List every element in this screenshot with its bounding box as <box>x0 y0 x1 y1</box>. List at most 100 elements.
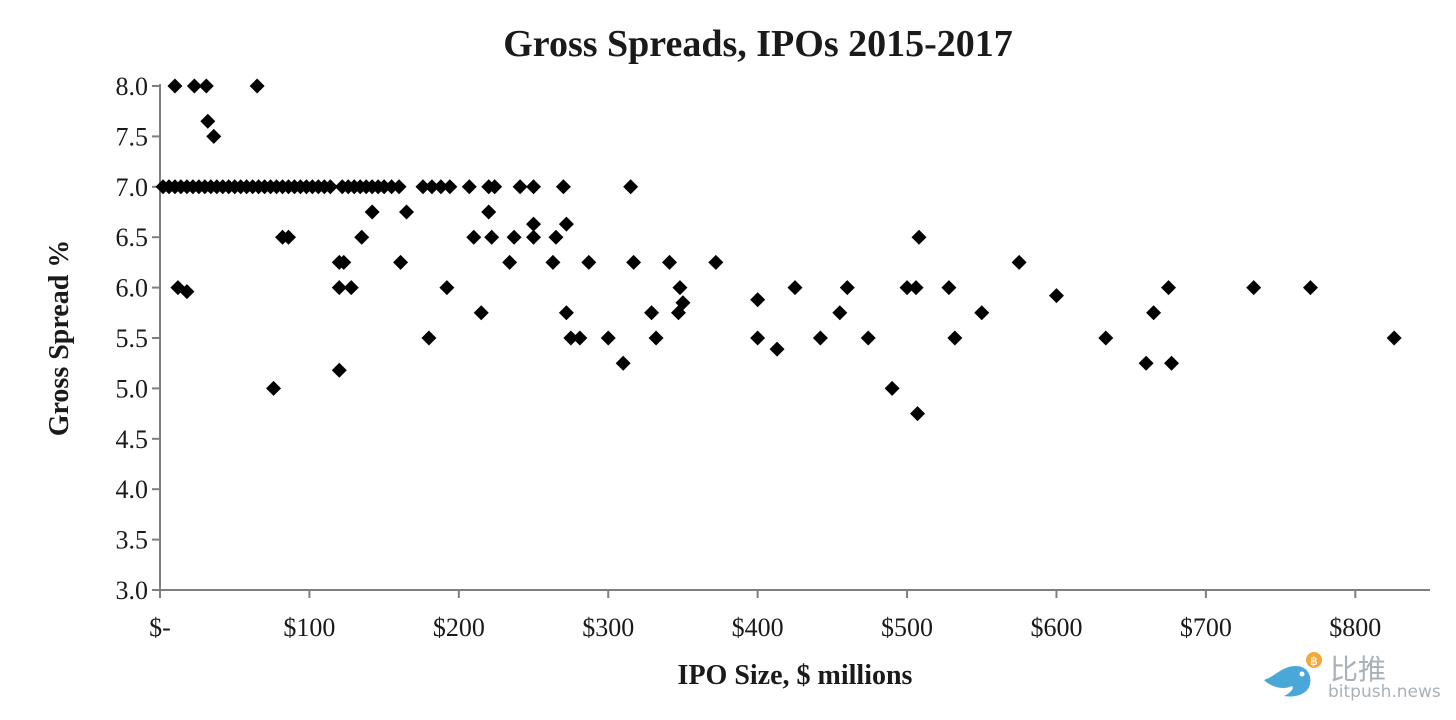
data-point <box>415 179 431 195</box>
data-point <box>812 330 828 346</box>
data-point <box>433 179 449 195</box>
data-point <box>322 179 338 195</box>
data-point <box>399 204 415 220</box>
chart-title: Gross Spreads, IPOs 2015-2017 <box>503 23 1013 65</box>
y-tick-label: 4.0 <box>116 475 149 504</box>
data-point <box>1161 280 1177 296</box>
data-point <box>750 292 766 308</box>
data-point <box>526 229 542 245</box>
data-point <box>393 254 409 270</box>
data-point <box>484 229 500 245</box>
data-point <box>563 330 579 346</box>
data-point <box>787 280 803 296</box>
data-point <box>1246 280 1262 296</box>
y-tick-label: 3.5 <box>116 526 149 555</box>
data-point <box>769 341 785 357</box>
watermark: ฿ 比推 bitpush.news <box>1262 646 1452 706</box>
data-point <box>439 280 455 296</box>
y-tick-label: 8.0 <box>116 72 149 101</box>
data-point <box>487 179 503 195</box>
x-ticks: $- $100 $200 $300 $400 $500 $600 $700 $800 <box>149 590 1381 642</box>
y-tick-label: 5.5 <box>116 324 149 353</box>
watermark-cn-text: 比推 <box>1330 653 1387 686</box>
data-point <box>558 305 574 321</box>
data-point <box>526 179 542 195</box>
y-tick-label: 7.0 <box>116 173 149 202</box>
y-ticks: 3.0 3.5 4.0 4.5 5.0 5.5 6.0 6.5 7.0 7.5 8.0 <box>116 72 160 605</box>
data-point <box>167 78 183 94</box>
data-point <box>198 78 214 94</box>
y-tick-label: 3.0 <box>116 576 149 605</box>
data-point <box>974 305 990 321</box>
x-tick-label: $800 <box>1329 613 1381 642</box>
data-point <box>1164 355 1180 371</box>
data-point <box>1011 254 1027 270</box>
bird-logo-icon: ฿ <box>1264 652 1322 697</box>
data-point <box>670 305 686 321</box>
data-point <box>839 280 855 296</box>
data-point <box>421 330 437 346</box>
data-point <box>461 179 477 195</box>
y-tick-label: 6.5 <box>116 223 149 252</box>
data-point <box>206 128 222 144</box>
data-point <box>391 179 407 195</box>
data-point <box>336 254 352 270</box>
data-point <box>910 406 926 422</box>
x-tick-label: $500 <box>881 613 933 642</box>
data-point <box>526 216 542 232</box>
data-point <box>249 78 265 94</box>
data-points <box>155 78 1402 422</box>
data-point <box>424 179 440 195</box>
data-point <box>558 216 574 232</box>
data-point <box>266 380 282 396</box>
data-point <box>572 330 588 346</box>
data-point <box>626 254 642 270</box>
data-point <box>832 305 848 321</box>
data-point <box>581 254 597 270</box>
data-point <box>899 280 915 296</box>
data-point <box>442 179 458 195</box>
data-point <box>884 380 900 396</box>
data-point <box>1146 305 1162 321</box>
data-point <box>947 330 963 346</box>
data-point <box>200 113 216 129</box>
data-point <box>364 204 380 220</box>
data-point <box>343 280 359 296</box>
data-point <box>1138 355 1154 371</box>
data-point <box>545 254 561 270</box>
data-point <box>708 254 724 270</box>
x-tick-label: $100 <box>283 613 335 642</box>
data-point <box>908 280 924 296</box>
svg-text:฿: ฿ <box>1310 654 1318 668</box>
x-tick-label: $200 <box>433 613 485 642</box>
y-tick-label: 6.0 <box>116 274 149 303</box>
y-tick-label: 5.0 <box>116 374 149 403</box>
data-point <box>280 229 296 245</box>
data-point <box>512 179 528 195</box>
data-point <box>1048 288 1064 304</box>
data-point <box>661 254 677 270</box>
data-point <box>555 179 571 195</box>
data-point <box>860 330 876 346</box>
data-point <box>354 229 370 245</box>
data-point <box>481 204 497 220</box>
y-tick-label: 7.5 <box>116 122 149 151</box>
data-point <box>911 229 927 245</box>
data-point <box>648 330 664 346</box>
data-point <box>1386 330 1402 346</box>
watermark-en-text: bitpush.news <box>1328 682 1441 702</box>
data-point <box>506 229 522 245</box>
data-point <box>1302 280 1318 296</box>
data-point <box>672 280 688 296</box>
data-point <box>186 78 202 94</box>
y-tick-label: 4.5 <box>116 425 149 454</box>
data-point <box>331 280 347 296</box>
x-axis-label: IPO Size, $ millions <box>677 660 913 691</box>
data-point <box>548 229 564 245</box>
data-point <box>623 179 639 195</box>
data-point <box>600 330 616 346</box>
x-tick-label: $400 <box>732 613 784 642</box>
data-point <box>1098 330 1114 346</box>
